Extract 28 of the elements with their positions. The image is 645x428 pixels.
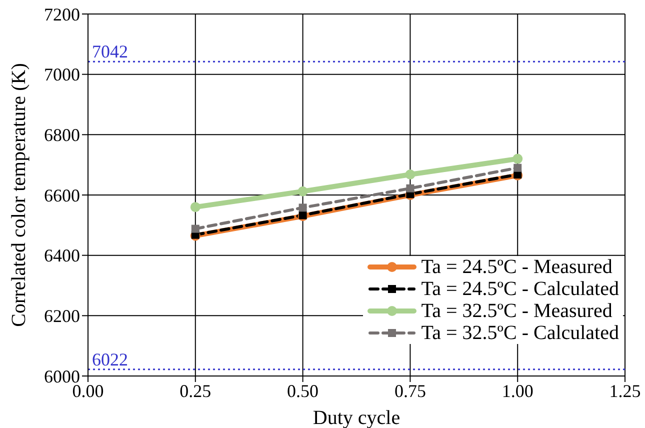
x-tick-label: 0.75 <box>394 380 426 401</box>
x-axis-title: Duty cycle <box>312 407 400 428</box>
y-tick-label: 6800 <box>44 125 80 146</box>
y-tick-label: 6000 <box>44 366 80 386</box>
x-tick-label: 0.25 <box>180 380 212 401</box>
y-tick-label: 6200 <box>44 306 80 326</box>
point <box>298 204 307 212</box>
y-tick-label: 7000 <box>44 64 80 85</box>
x-tick-label: 0.50 <box>287 380 319 401</box>
ref-line-label: 6022 <box>92 349 128 370</box>
point <box>405 169 416 180</box>
y-axis-title: Correlated color temperature (K) <box>8 63 30 327</box>
point <box>190 202 200 212</box>
y-tick-label: 6400 <box>44 246 80 266</box>
point <box>406 184 414 192</box>
x-tick-label: 1.25 <box>609 380 641 401</box>
legend-label: Ta = 24.5ºC - Measured <box>421 256 612 278</box>
point <box>298 186 308 196</box>
legend-label: Ta = 32.5ºC - Calculated <box>421 322 619 344</box>
point <box>191 224 200 233</box>
ref-line-label: 7042 <box>92 42 128 62</box>
x-tick-label: 1.00 <box>502 380 534 401</box>
y-tick-label: 6600 <box>44 185 80 206</box>
point <box>512 154 523 164</box>
legend-label: Ta = 24.5ºC - Calculated <box>421 278 619 300</box>
point <box>514 164 522 172</box>
y-tick-label: 7200 <box>44 4 80 24</box>
legend-label: Ta = 32.5ºC - Measured <box>421 300 612 322</box>
